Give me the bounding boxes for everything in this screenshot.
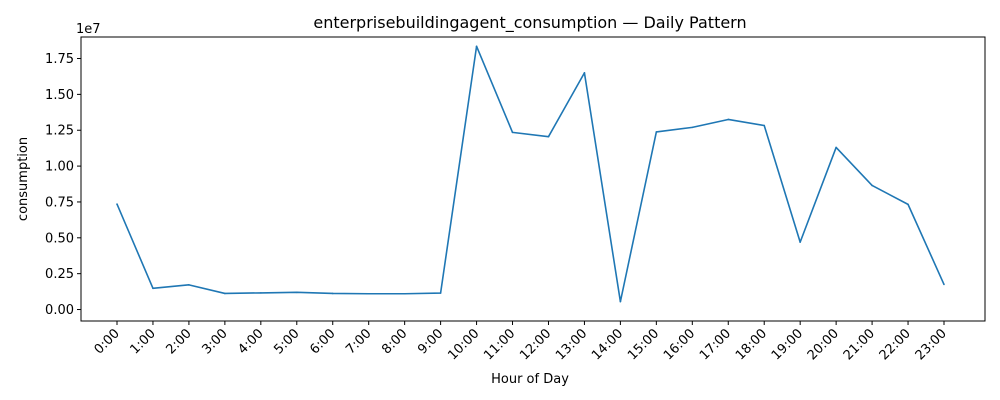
data-point	[188, 284, 190, 286]
y-tick-label: 1.75	[45, 52, 74, 67]
x-tick-label: 8:00	[379, 326, 410, 357]
data-point	[583, 72, 586, 74]
y-tick-label: 1.50	[45, 88, 74, 103]
y-offset-label: 1e7	[76, 22, 101, 37]
data-point	[835, 146, 837, 149]
x-tick-label: 0:00	[92, 326, 123, 357]
data-point	[224, 292, 226, 295]
x-tick-label: 6:00	[307, 326, 338, 357]
plot-area	[80, 36, 986, 322]
data-point	[619, 300, 622, 303]
x-tick-label: 2:00	[163, 326, 194, 357]
x-tick-label: 11:00	[481, 326, 518, 363]
data-point	[439, 292, 442, 294]
x-tick-label: 14:00	[589, 326, 626, 363]
data-point	[116, 203, 118, 205]
data-point	[367, 292, 370, 295]
x-tick-label: 23:00	[913, 326, 950, 363]
x-tick-label: 16:00	[661, 326, 698, 363]
y-tick-label: 0.75	[45, 195, 74, 210]
data-point	[907, 203, 909, 206]
x-tick-label: 19:00	[769, 326, 806, 363]
x-tick-label: 17:00	[697, 326, 734, 363]
data-point	[943, 283, 945, 286]
x-tick-label: 1:00	[128, 326, 159, 357]
x-tick-label: 12:00	[517, 326, 554, 363]
data-point	[403, 292, 406, 295]
x-axis: 0:00 1:00 2:00 3:00 4:00 5:00 6:00 7:00 8:00 9:00…	[92, 321, 950, 363]
data-point	[655, 131, 658, 133]
data-point	[763, 124, 766, 127]
x-tick-label: 5:00	[271, 326, 302, 357]
data-point	[511, 131, 514, 134]
data-point	[691, 126, 694, 129]
data-point	[871, 184, 873, 187]
x-tick-label: 22:00	[877, 326, 914, 363]
x-tick-label: 13:00	[553, 326, 590, 363]
series-line	[116, 45, 945, 303]
y-axis-title: consumption	[16, 137, 31, 221]
y-tick-label: 0.25	[45, 267, 74, 282]
chart-title: enterprisebuildingagent_consumption — Da…	[313, 13, 746, 33]
data-point	[547, 135, 550, 138]
data-point	[331, 292, 334, 295]
data-point	[475, 45, 478, 48]
data-point	[152, 287, 154, 290]
x-tick-label: 21:00	[841, 326, 878, 363]
y-tick-label: 0.00	[45, 303, 74, 318]
x-tick-label: 15:00	[625, 326, 662, 363]
y-tick-label: 1.25	[45, 124, 74, 139]
data-point	[799, 241, 801, 243]
x-tick-label: 9:00	[415, 326, 446, 357]
x-tick-label: 4:00	[235, 326, 266, 357]
x-tick-label: 7:00	[343, 326, 374, 357]
x-tick-label: 18:00	[733, 326, 770, 363]
y-tick-label: 1.00	[45, 160, 74, 175]
data-point	[260, 292, 262, 294]
data-point	[295, 291, 298, 294]
x-tick-label: 10:00	[445, 326, 482, 363]
series-layer	[116, 45, 945, 303]
data-point	[727, 118, 730, 121]
x-tick-label: 3:00	[199, 326, 230, 357]
x-axis-title: Hour of Day	[491, 372, 569, 387]
x-tick-label: 20:00	[805, 326, 842, 363]
y-tick-label: 0.50	[45, 231, 74, 246]
y-axis: 0.00 0.25 0.50 0.75 1.00 1.25 1.50 1.75	[45, 52, 81, 318]
